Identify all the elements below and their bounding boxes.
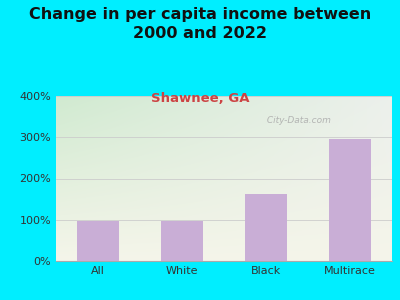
- Text: Shawnee, GA: Shawnee, GA: [151, 92, 249, 104]
- Bar: [161, 221, 203, 261]
- Bar: [245, 194, 287, 261]
- Text: City-Data.com: City-Data.com: [264, 116, 331, 125]
- Text: Change in per capita income between
2000 and 2022: Change in per capita income between 2000…: [29, 8, 371, 41]
- Bar: [329, 139, 371, 261]
- Bar: [77, 221, 119, 261]
